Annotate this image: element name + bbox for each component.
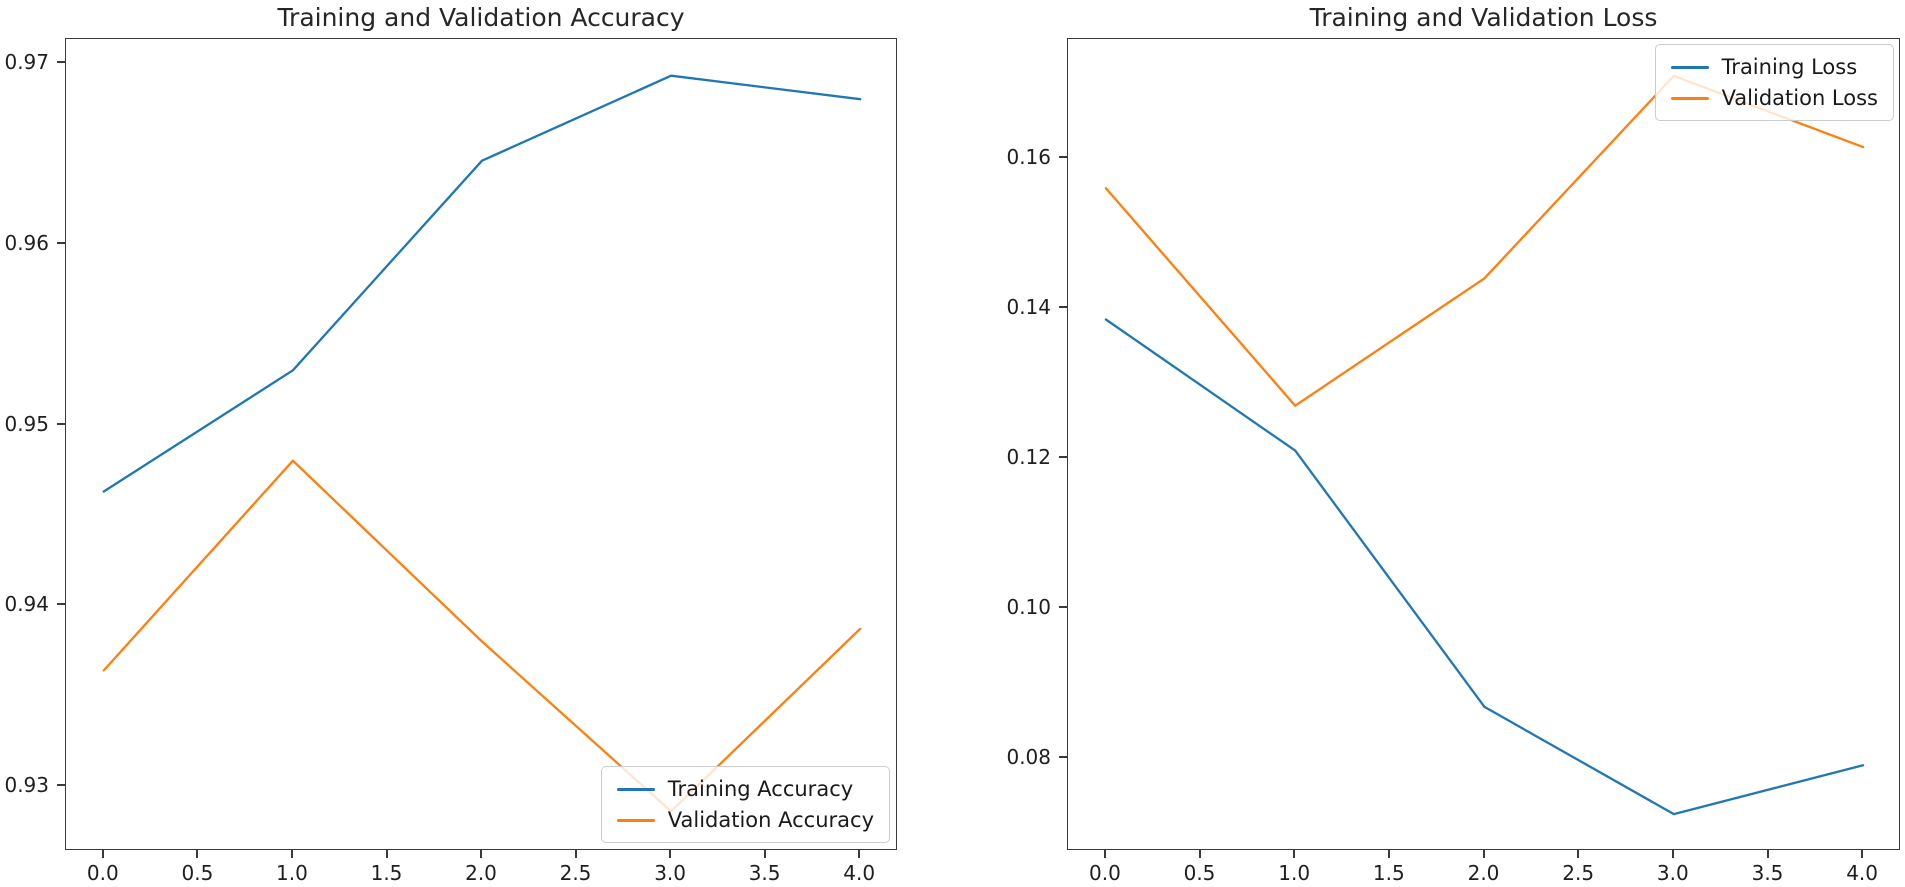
x-tick <box>385 850 388 858</box>
legend-entry: Training Loss <box>1670 54 1878 80</box>
x-tick <box>1293 850 1296 858</box>
x-tick-label: 3.5 <box>748 861 781 885</box>
accuracy-chart-title: Training and Validation Accuracy <box>277 3 685 32</box>
x-tick <box>1387 850 1390 858</box>
x-tick-label: 1.5 <box>1372 861 1405 885</box>
legend-label: Validation Loss <box>1721 86 1878 110</box>
x-tick <box>1577 850 1580 858</box>
x-tick <box>1198 850 1201 858</box>
x-tick-label: 0.5 <box>1183 861 1216 885</box>
y-tick <box>57 61 65 63</box>
x-tick-label: 3.5 <box>1751 861 1784 885</box>
x-tick <box>1482 850 1485 858</box>
training-accuracy-legend-swatch <box>616 787 655 791</box>
x-tick-label: 2.5 <box>1562 861 1595 885</box>
x-tick <box>196 850 199 858</box>
x-tick-label: 0.0 <box>86 861 119 885</box>
x-tick <box>574 850 577 858</box>
y-tick <box>1059 456 1067 459</box>
y-tick-label: 0.97 <box>4 50 49 74</box>
x-tick-label: 2.0 <box>1467 861 1500 885</box>
x-tick-label: 1.0 <box>1278 861 1311 885</box>
y-tick <box>57 422 65 425</box>
legend-entry: Validation Loss <box>1670 85 1878 111</box>
y-tick <box>1059 606 1067 608</box>
y-tick <box>57 603 65 606</box>
y-tick-label: 0.96 <box>4 230 49 255</box>
training-loss-line <box>1104 318 1865 816</box>
x-tick-label: 2.5 <box>559 861 592 885</box>
legend-entry: Validation Accuracy <box>616 807 874 833</box>
x-tick-label: 0.0 <box>1088 861 1121 885</box>
x-tick <box>669 850 672 858</box>
x-tick <box>858 850 861 858</box>
validation-loss-legend-swatch <box>1670 96 1709 100</box>
x-tick-label: 3.0 <box>654 861 686 885</box>
legend-entry: Training Accuracy <box>616 776 874 802</box>
accuracy-plot-area: Training Accuracy Validation Accuracy <box>65 38 897 850</box>
validation-accuracy-legend-swatch <box>616 818 655 822</box>
y-tick-label: 0.16 <box>1006 145 1051 170</box>
legend-label: Training Loss <box>1721 55 1858 79</box>
x-tick <box>1671 850 1674 858</box>
loss-legend: Training Loss Validation Loss <box>1654 44 1894 121</box>
x-tick <box>101 850 104 858</box>
y-tick-label: 0.14 <box>1006 295 1051 320</box>
validation-loss-line <box>1104 74 1865 407</box>
y-tick-label: 0.94 <box>4 592 49 617</box>
x-tick <box>1103 850 1106 858</box>
x-tick-label: 3.0 <box>1656 861 1689 885</box>
validation-accuracy-line <box>102 459 862 813</box>
x-tick <box>763 850 766 858</box>
x-tick-label: 4.0 <box>1846 861 1878 885</box>
y-tick <box>1059 306 1067 309</box>
accuracy-plot-lines <box>102 74 862 813</box>
legend-label: Validation Accuracy <box>667 808 874 832</box>
y-tick-label: 0.93 <box>4 773 49 798</box>
x-tick-label: 0.5 <box>181 861 214 885</box>
x-tick-label: 4.0 <box>843 861 876 885</box>
y-tick-label: 0.10 <box>1006 595 1051 619</box>
y-tick-label: 0.08 <box>1006 744 1051 769</box>
x-tick-label: 2.0 <box>465 861 497 885</box>
y-tick <box>1059 156 1067 159</box>
loss-plot-area: Training Loss Validation Loss <box>1067 38 1900 850</box>
accuracy-legend: Training Accuracy Validation Accuracy <box>600 766 890 843</box>
x-tick <box>1861 850 1864 858</box>
training-loss-legend-swatch <box>1670 65 1709 69</box>
x-tick-label: 1.0 <box>275 861 308 885</box>
x-tick <box>1766 850 1769 858</box>
legend-label: Training Accuracy <box>667 777 854 801</box>
loss-chart-title: Training and Validation Loss <box>1309 3 1658 32</box>
y-tick <box>57 784 65 787</box>
y-tick-label: 0.12 <box>1006 445 1051 470</box>
y-tick-label: 0.95 <box>4 411 49 436</box>
x-tick <box>290 850 293 858</box>
x-tick <box>480 850 482 858</box>
y-tick <box>57 241 65 244</box>
loss-plot-lines <box>1104 74 1865 816</box>
y-tick <box>1059 755 1067 758</box>
training-accuracy-line <box>102 74 862 493</box>
x-tick-label: 1.5 <box>370 861 403 885</box>
